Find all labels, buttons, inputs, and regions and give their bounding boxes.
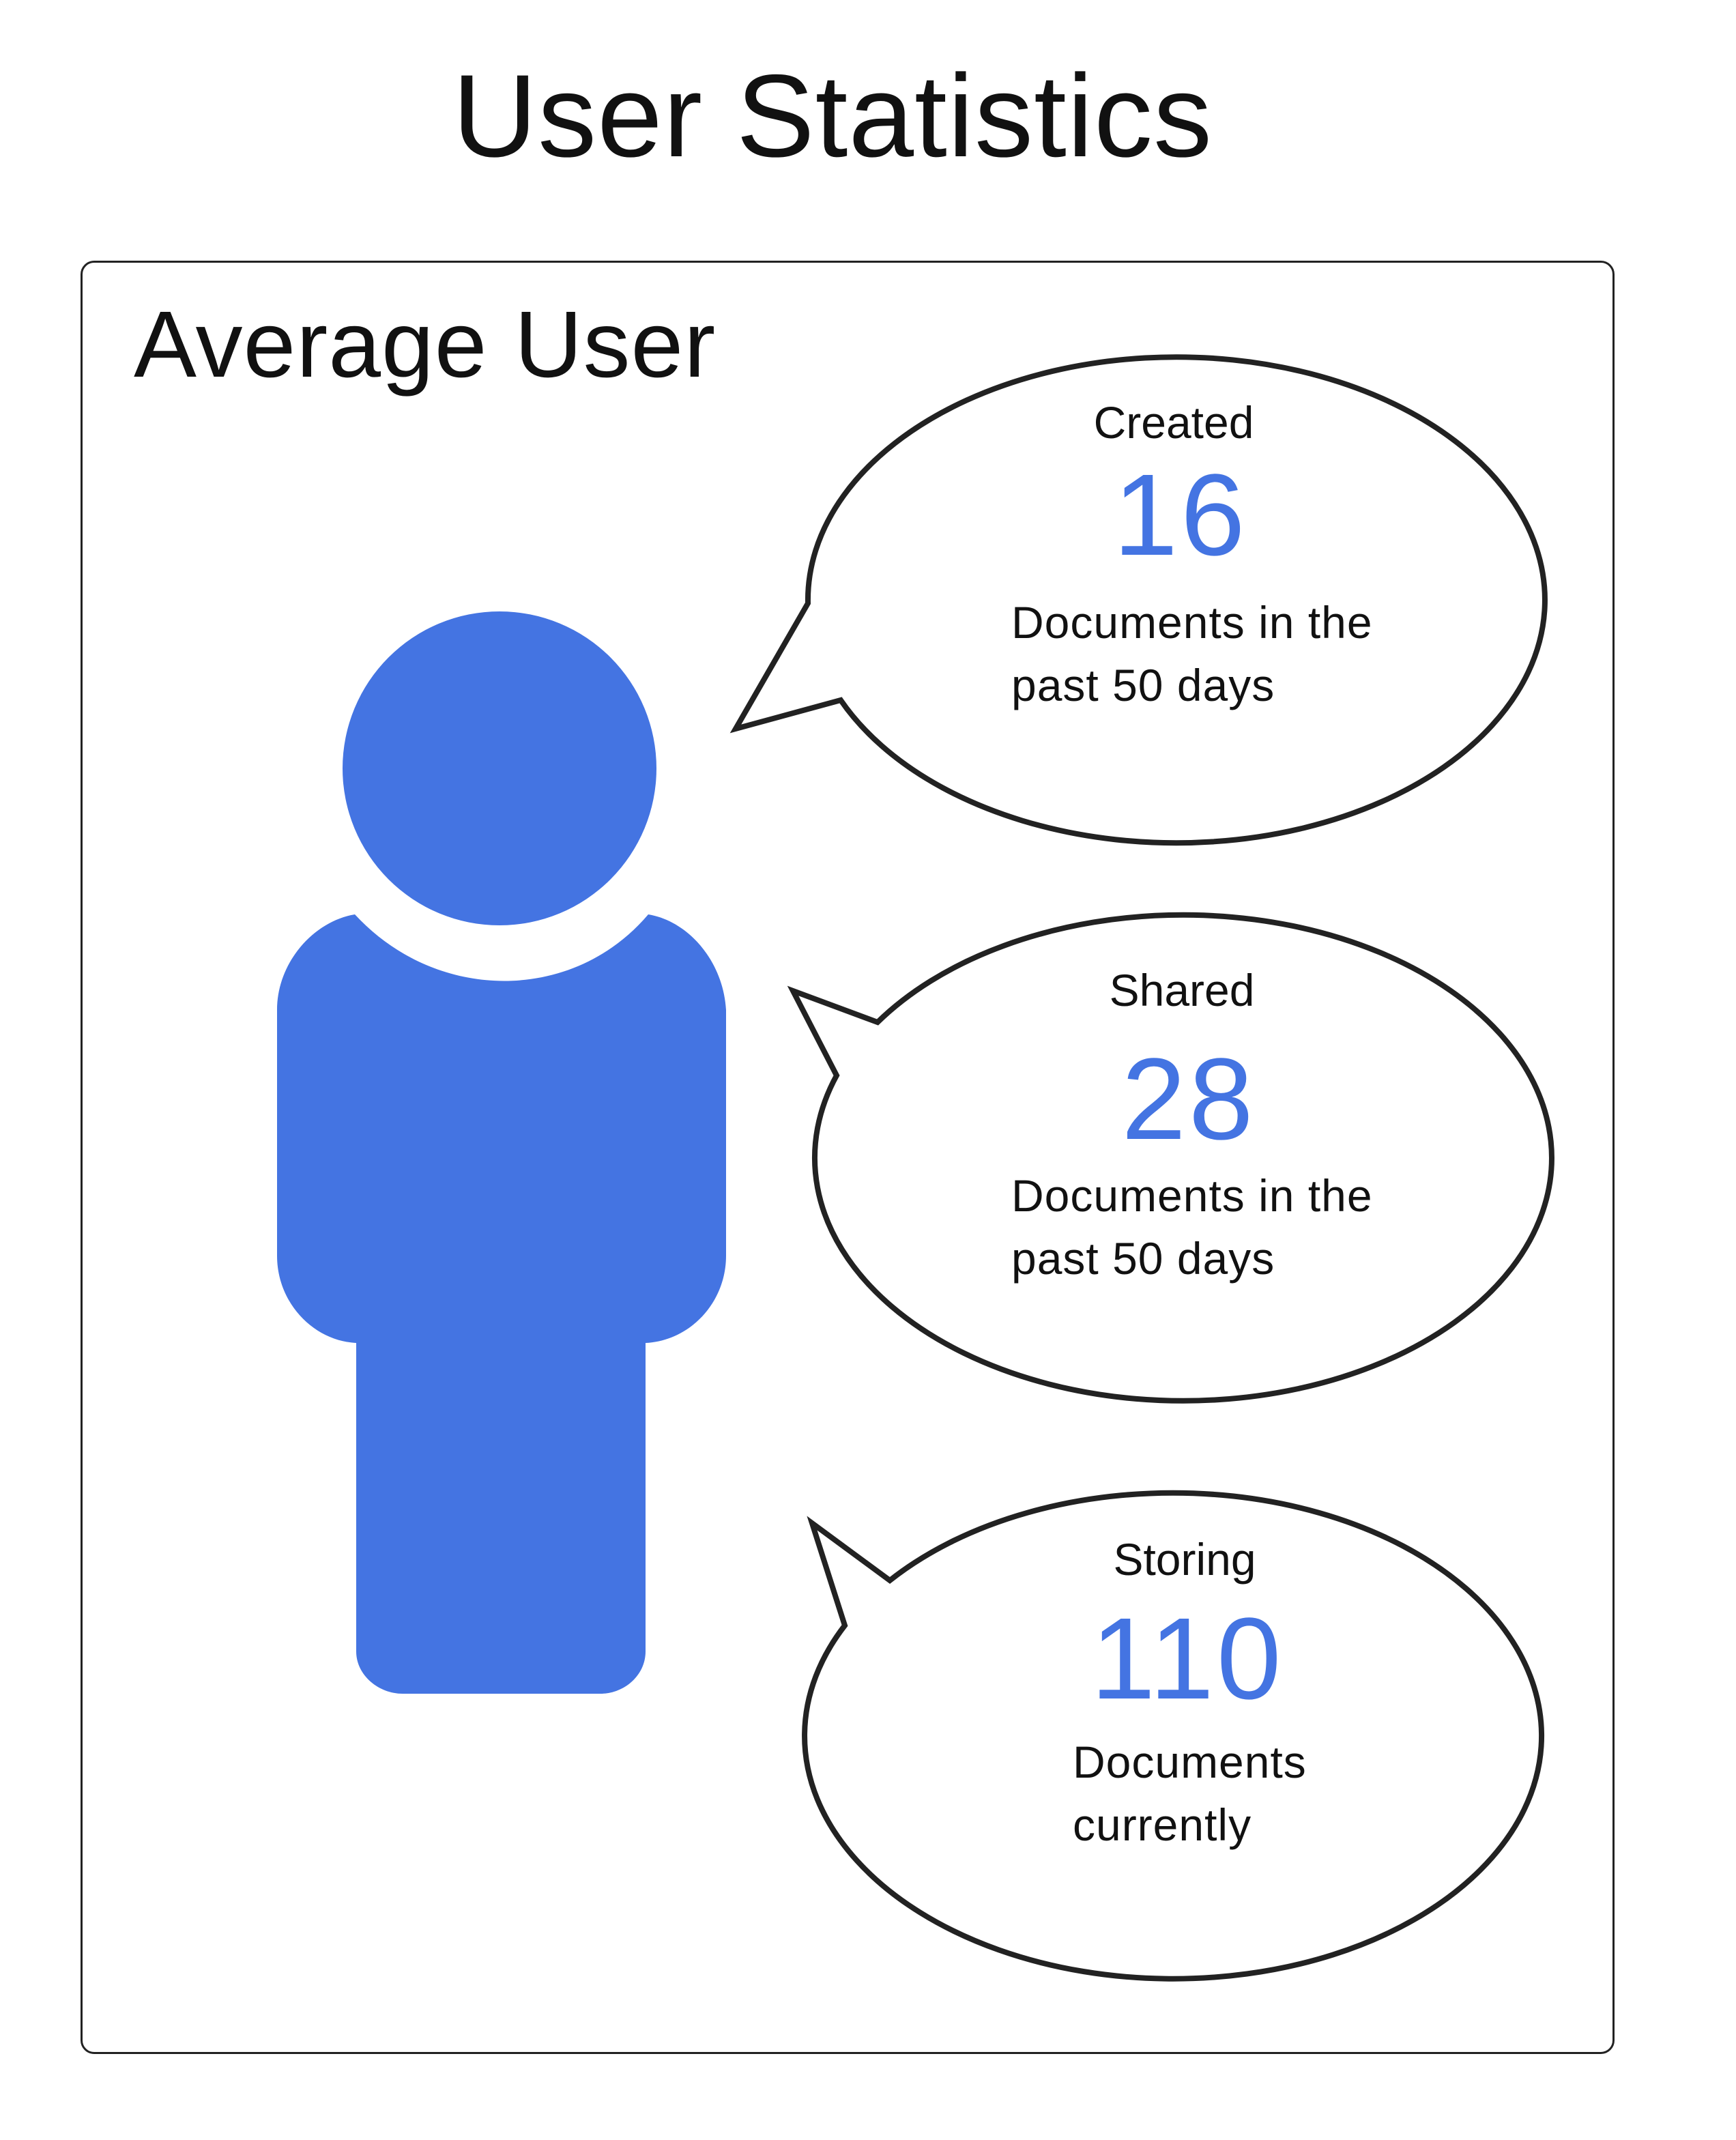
stat-desc-storing-line2: currently bbox=[1073, 1799, 1252, 1850]
panel-title: Average User bbox=[134, 292, 717, 397]
person-icon bbox=[277, 611, 726, 1694]
stat-desc-shared-line2: past 50 days bbox=[1011, 1233, 1275, 1284]
stat-desc-created-line1: Documents in the bbox=[1011, 597, 1373, 648]
stat-label-shared: Shared bbox=[1109, 965, 1255, 1015]
stat-label-created: Created bbox=[1093, 397, 1254, 448]
page-title: User Statistics bbox=[452, 50, 1213, 182]
stat-value-created: 16 bbox=[1113, 450, 1248, 580]
stat-value-shared: 28 bbox=[1121, 1035, 1256, 1164]
speech-bubble-storing bbox=[802, 1490, 1545, 1982]
speech-bubble-shared bbox=[787, 912, 1554, 1404]
stat-label-storing: Storing bbox=[1113, 1534, 1256, 1585]
stat-desc-storing-line1: Documents bbox=[1073, 1737, 1307, 1787]
person-head bbox=[343, 611, 656, 925]
speech-bubble-created bbox=[729, 354, 1548, 846]
stat-value-storing: 110 bbox=[1090, 1594, 1284, 1724]
average-user-panel bbox=[81, 261, 1615, 2054]
stat-desc-shared-line1: Documents in the bbox=[1011, 1170, 1373, 1221]
stat-desc-created-line2: past 50 days bbox=[1011, 660, 1275, 710]
person-body bbox=[277, 914, 726, 1694]
